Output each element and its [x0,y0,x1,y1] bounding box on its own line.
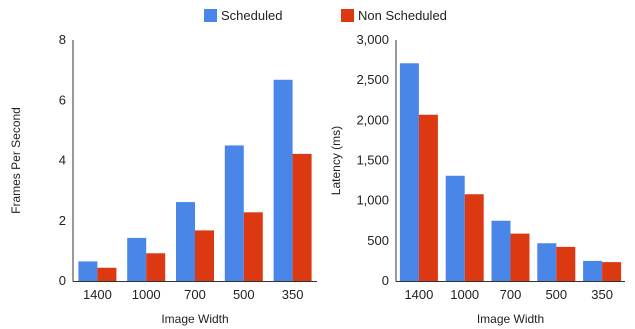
chart1-bar-non-scheduled-700 [195,230,214,281]
chart2-bar-non-scheduled-350 [602,262,622,281]
legend-swatch-scheduled [204,9,217,22]
chart2-y-tick-label: 0 [382,273,389,288]
chart2-bar-scheduled-1400 [399,63,419,282]
chart2-bar-scheduled-1000 [445,175,465,281]
chart1-y-axis-title: Frames Per Second [9,107,23,214]
chart1-bar-scheduled-700 [176,202,195,281]
chart2-bar-non-scheduled-1400 [418,114,438,282]
chart2-x-tick-label: 700 [500,287,522,302]
legend-label-non-scheduled: Non Scheduled [358,8,447,23]
chart1-x-axis-title: Image Width [161,312,228,326]
chart1-bar-scheduled-1000 [127,237,147,281]
chart1-bar-non-scheduled-500 [243,212,263,281]
chart2-y-tick-label: 2,500 [356,72,389,87]
chart2-y-tick-label: 2,000 [356,112,389,127]
chart2-bar-scheduled-350 [583,260,603,281]
chart1-x-tick-label: 1400 [83,287,112,302]
chart1-y-tick-label: 4 [59,153,66,168]
chart1-bar-non-scheduled-1000 [146,253,166,281]
legend-label-scheduled: Scheduled [221,8,283,23]
legend-item-scheduled: Scheduled [204,8,282,23]
chart2-bar-non-scheduled-1000 [464,194,484,281]
chart1-y-tick-label: 2 [59,213,66,228]
chart2-bar-scheduled-700 [491,220,511,281]
chart2-y-tick-label: 1,500 [356,153,389,168]
chart1-bar-non-scheduled-350 [292,153,312,281]
legend-item-non-scheduled: Non Scheduled [341,8,447,23]
chart1-x-tick-label: 500 [233,287,255,302]
legend-swatch-non-scheduled [341,9,354,22]
chart1-bar-scheduled-500 [224,145,244,281]
chart2-x-axis-title: Image Width [477,312,544,326]
chart2-x-tick-label: 350 [591,287,613,302]
chart2-x-tick-label: 500 [545,287,567,302]
chart2-y-tick-label: 3,000 [356,32,389,47]
chart1-y-tick-label: 6 [59,92,66,107]
chart1-bar-non-scheduled-1400 [97,267,117,281]
chart2-y-axis-title: Latency (ms) [329,126,343,195]
chart1-x-tick-label: 1000 [132,287,161,302]
chart1-bar-scheduled-1400 [78,261,98,281]
chart2-bar-scheduled-500 [537,243,557,281]
chart2-y-tick-label: 1,000 [356,193,389,208]
chart2-y-tick-label: 500 [367,233,389,248]
chart1-y-tick-label: 0 [59,273,66,288]
chart2-bar-non-scheduled-700 [510,233,530,281]
chart2-x-tick-label: 1000 [450,287,479,302]
chart1-x-tick-label: 350 [282,287,304,302]
chart1-y-tick-label: 8 [59,32,66,47]
chart1-bar-scheduled-350 [273,79,293,281]
chart1-x-tick-label: 700 [184,287,206,302]
chart2-x-tick-label: 1400 [404,287,433,302]
chart2-bar-non-scheduled-500 [556,246,576,281]
